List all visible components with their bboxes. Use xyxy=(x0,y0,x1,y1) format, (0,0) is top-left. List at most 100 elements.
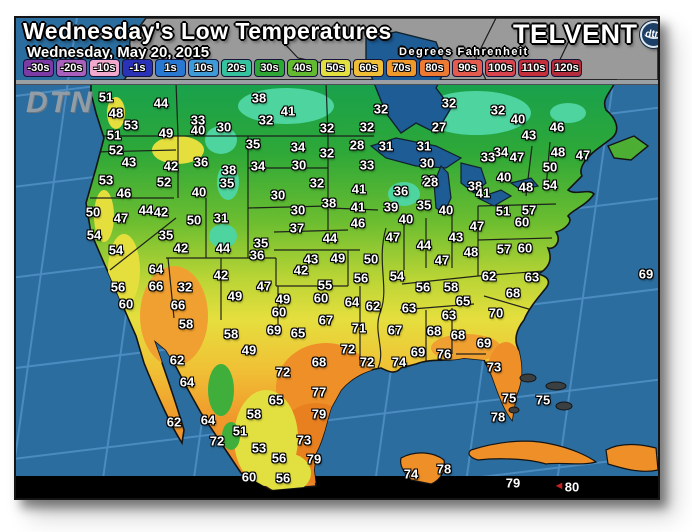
temp-label: 71 xyxy=(351,320,367,336)
legend-item: 50s xyxy=(320,59,351,77)
temp-label: 69 xyxy=(476,335,492,351)
temp-label: 39 xyxy=(383,199,399,215)
legend-item: 1s xyxy=(155,59,186,77)
temp-label: 75 xyxy=(535,392,551,408)
legend-item: -10s xyxy=(89,59,120,77)
temp-label: 62 xyxy=(166,414,182,430)
temp-label: 68 xyxy=(505,285,521,301)
legend-divider xyxy=(16,80,658,85)
legend-item: 90s xyxy=(452,59,483,77)
temp-label: 65 xyxy=(455,293,471,309)
legend-item: 120s xyxy=(551,59,582,77)
temp-label: 56 xyxy=(353,270,369,286)
date-label: Wednesday, May 20, 2015 xyxy=(27,44,210,61)
temp-label: 33 xyxy=(190,112,206,128)
temp-label: 32 xyxy=(359,119,375,135)
legend-item: 70s xyxy=(386,59,417,77)
temp-label: 51 xyxy=(232,423,248,439)
temp-label: 46 xyxy=(116,185,132,201)
temp-label: 28 xyxy=(349,137,365,153)
telvent-logo: TELVENT dtn xyxy=(513,19,658,49)
temp-label: 54 xyxy=(86,227,102,243)
temp-label: 48 xyxy=(108,105,124,121)
temp-label: 36 xyxy=(249,247,265,263)
temp-label: 48 xyxy=(550,144,566,160)
temp-label: 50 xyxy=(542,159,558,175)
record-arrow-icon: ◄ xyxy=(553,480,565,492)
temp-label: 57 xyxy=(496,241,512,257)
temperature-labels: ◄ 51 44 48 33 53 49 40 30 51 52 43 36 42 38 53 52 35 46 40… xyxy=(16,18,658,498)
temp-label: 68 xyxy=(311,354,327,370)
temp-label: 72 xyxy=(340,341,356,357)
temp-label: 68 xyxy=(450,327,466,343)
temp-label: 38 xyxy=(321,195,337,211)
temp-label: 72 xyxy=(359,354,375,370)
temp-label: 40 xyxy=(510,111,526,127)
temp-label: 73 xyxy=(486,359,502,375)
temp-label: 31 xyxy=(416,138,432,154)
temp-label: 58 xyxy=(178,316,194,332)
temp-label: 47 xyxy=(575,147,591,163)
temp-label: 69 xyxy=(638,266,654,282)
temp-label: 69 xyxy=(266,322,282,338)
temp-label: 74 xyxy=(391,354,407,370)
temp-label: 79 xyxy=(311,406,327,422)
temp-label: 60 xyxy=(514,214,530,230)
temp-label: 67 xyxy=(387,322,403,338)
legend-item: 30s xyxy=(254,59,285,77)
temp-label: 50 xyxy=(363,251,379,267)
legend-item: -30s xyxy=(23,59,54,77)
temp-label: 60 xyxy=(313,290,329,306)
temp-label: 51 xyxy=(98,89,114,105)
temp-label: 54 xyxy=(108,242,124,258)
temp-label: 41 xyxy=(351,181,367,197)
temp-label: 49 xyxy=(227,288,243,304)
temp-label: 38 xyxy=(251,90,267,106)
temp-label: 44 xyxy=(215,240,231,256)
temp-label: 30 xyxy=(419,155,435,171)
temp-label: 35 xyxy=(253,235,269,251)
legend: -30s -20s -10s -1s 1s 10s 20s 30s 40s 50s 60s 70s 80… xyxy=(23,59,582,77)
temp-label: 43 xyxy=(521,127,537,143)
temp-label: 34 xyxy=(493,144,509,160)
temp-label: 53 xyxy=(98,172,114,188)
temp-label: 31 xyxy=(378,138,394,154)
temp-label: 42 xyxy=(293,262,309,278)
temp-label: 49 xyxy=(241,342,257,358)
temp-label: 53 xyxy=(123,117,139,133)
temp-label: 46 xyxy=(350,215,366,231)
temp-label: 65 xyxy=(268,392,284,408)
temp-label: 49 xyxy=(158,125,174,141)
temp-label: 67 xyxy=(318,312,334,328)
weather-map-window: DTN ◄ 51 44 48 33 53 49 40 30 51 52 43 36 42 38 53 52 35… xyxy=(14,16,660,500)
temp-label: 47 xyxy=(469,218,485,234)
temp-label: 41 xyxy=(350,199,366,215)
temp-label: 78 xyxy=(490,409,506,425)
temp-label: 38 xyxy=(467,178,483,194)
temp-label: 30 xyxy=(216,119,232,135)
temp-label: 34 xyxy=(250,158,266,174)
temp-label: 52 xyxy=(156,174,172,190)
temp-label: 48 xyxy=(518,179,534,195)
temp-label: 30 xyxy=(290,202,306,218)
temp-label: 42 xyxy=(213,267,229,283)
temp-label: 64 xyxy=(200,412,216,428)
temp-label: 55 xyxy=(317,277,333,293)
temp-label: 69 xyxy=(410,344,426,360)
temp-label: 53 xyxy=(251,440,267,456)
temp-label: 54 xyxy=(542,177,558,193)
temp-label: 44 xyxy=(322,230,338,246)
legend-item: 10s xyxy=(188,59,219,77)
temp-label: 63 xyxy=(401,300,417,316)
temp-label: 76 xyxy=(436,346,452,362)
temp-label: 72 xyxy=(275,364,291,380)
temp-label: 43 xyxy=(303,251,319,267)
legend-item: 110s xyxy=(518,59,549,77)
temp-label: 72 xyxy=(209,433,225,449)
temp-label: 60 xyxy=(241,469,257,485)
temp-label: 40 xyxy=(496,169,512,185)
temp-label: 47 xyxy=(385,229,401,245)
temp-label: 28 xyxy=(421,172,437,188)
temp-label: 63 xyxy=(524,269,540,285)
temp-label: 51 xyxy=(106,127,122,143)
